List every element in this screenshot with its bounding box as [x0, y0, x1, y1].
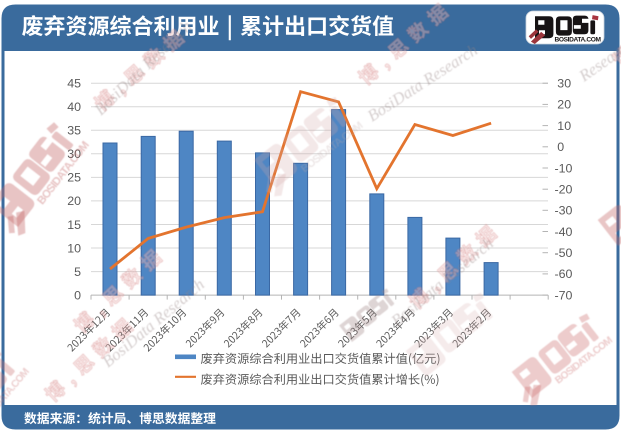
svg-text:40: 40 [67, 100, 81, 114]
svg-text:35: 35 [67, 124, 81, 138]
svg-text:10: 10 [557, 119, 571, 133]
svg-text:45: 45 [67, 77, 81, 91]
svg-text:30: 30 [67, 147, 81, 161]
svg-text:-40: -40 [555, 225, 573, 239]
svg-text:-20: -20 [555, 183, 573, 197]
svg-text:5: 5 [74, 265, 81, 279]
svg-text:20: 20 [557, 98, 571, 112]
svg-text:10: 10 [67, 241, 81, 255]
svg-text:BOSIDATA.COM: BOSIDATA.COM [555, 37, 602, 44]
svg-text:-10: -10 [555, 161, 573, 175]
svg-text:15: 15 [67, 218, 81, 232]
svg-text:-30: -30 [555, 204, 573, 218]
svg-text:0: 0 [74, 288, 81, 302]
svg-text:0: 0 [557, 140, 564, 154]
svg-text:30: 30 [557, 77, 571, 91]
svg-text:20: 20 [67, 194, 81, 208]
svg-text:-70: -70 [555, 288, 573, 302]
svg-text:-50: -50 [555, 246, 573, 260]
svg-text:-60: -60 [555, 267, 573, 281]
svg-text:25: 25 [67, 171, 81, 185]
